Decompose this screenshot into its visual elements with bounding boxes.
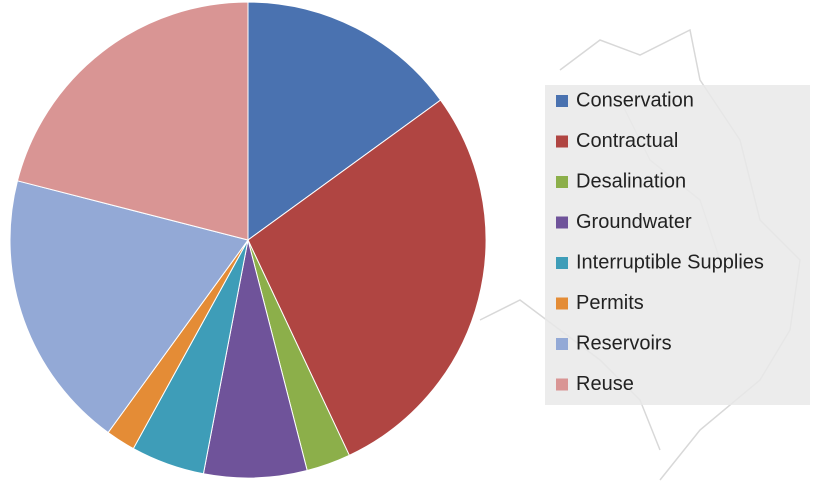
legend-swatch — [556, 297, 568, 310]
legend-label: Reservoirs — [576, 332, 672, 354]
legend-label: Permits — [576, 292, 644, 314]
pie-slice — [247, 1, 442, 241]
pie-slice — [202, 239, 308, 479]
legend-box — [545, 85, 810, 405]
legend-label: Interruptible Supplies — [576, 251, 764, 273]
legend-swatch — [556, 95, 568, 107]
pie-slice — [16, 1, 249, 241]
legend-swatch — [556, 216, 568, 229]
legend-label: Conservation — [576, 89, 694, 111]
legend-swatch — [556, 378, 568, 391]
legend-label: Groundwater — [576, 211, 692, 233]
legend-label: Contractual — [576, 130, 678, 152]
legend-swatch — [556, 338, 568, 350]
legend-swatch — [556, 135, 568, 148]
pie-slice — [9, 180, 249, 434]
legend-swatch — [556, 176, 568, 188]
pie-slice — [247, 99, 487, 457]
legend-swatch — [556, 257, 568, 269]
legend-label: Reuse — [576, 373, 634, 395]
legend-label: Desalination — [576, 170, 686, 192]
